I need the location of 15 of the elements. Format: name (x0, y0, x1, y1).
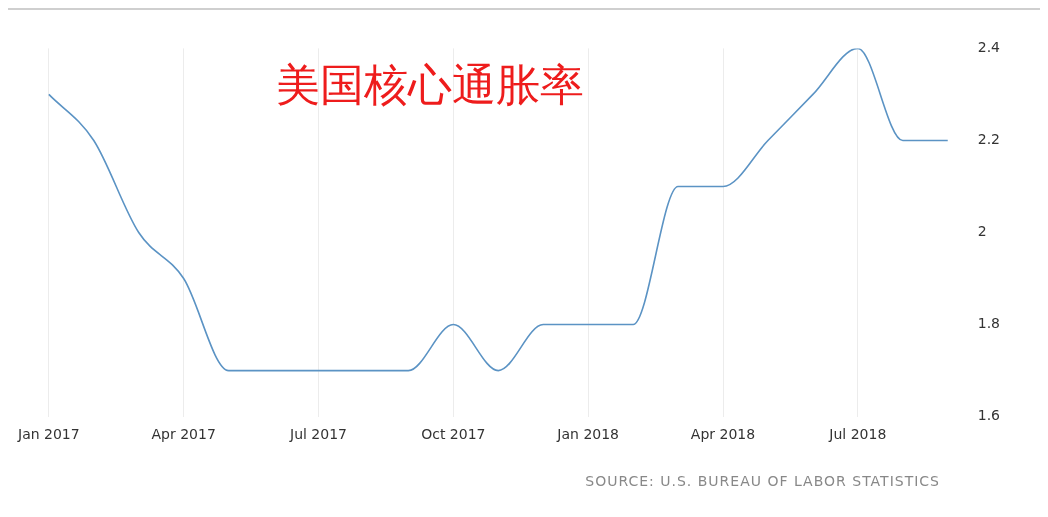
x-tick-label: Jul 2018 (828, 425, 887, 442)
x-tick-label: Jan 2018 (556, 425, 620, 442)
x-tick-label: Apr 2018 (690, 425, 756, 442)
y-tick-label: 2.4 (977, 39, 1001, 56)
y-tick-label: 1.6 (977, 407, 1001, 424)
x-tick-label: Jan 2017 (16, 425, 80, 442)
y-tick-label: 1.8 (977, 315, 1000, 332)
x-tick-label: Oct 2017 (421, 425, 486, 442)
source-note: SOURCE: U.S. BUREAU OF LABOR STATISTICS (584, 473, 941, 489)
x-tick-label: Apr 2017 (151, 425, 216, 442)
x-tick-label: Jul 2017 (289, 425, 347, 442)
y-tick-label: 2 (977, 223, 987, 240)
line-series (48, 48, 949, 372)
chart-title: 美国核心通胀率 (276, 58, 584, 112)
y-tick-label: 2.2 (977, 131, 1000, 148)
